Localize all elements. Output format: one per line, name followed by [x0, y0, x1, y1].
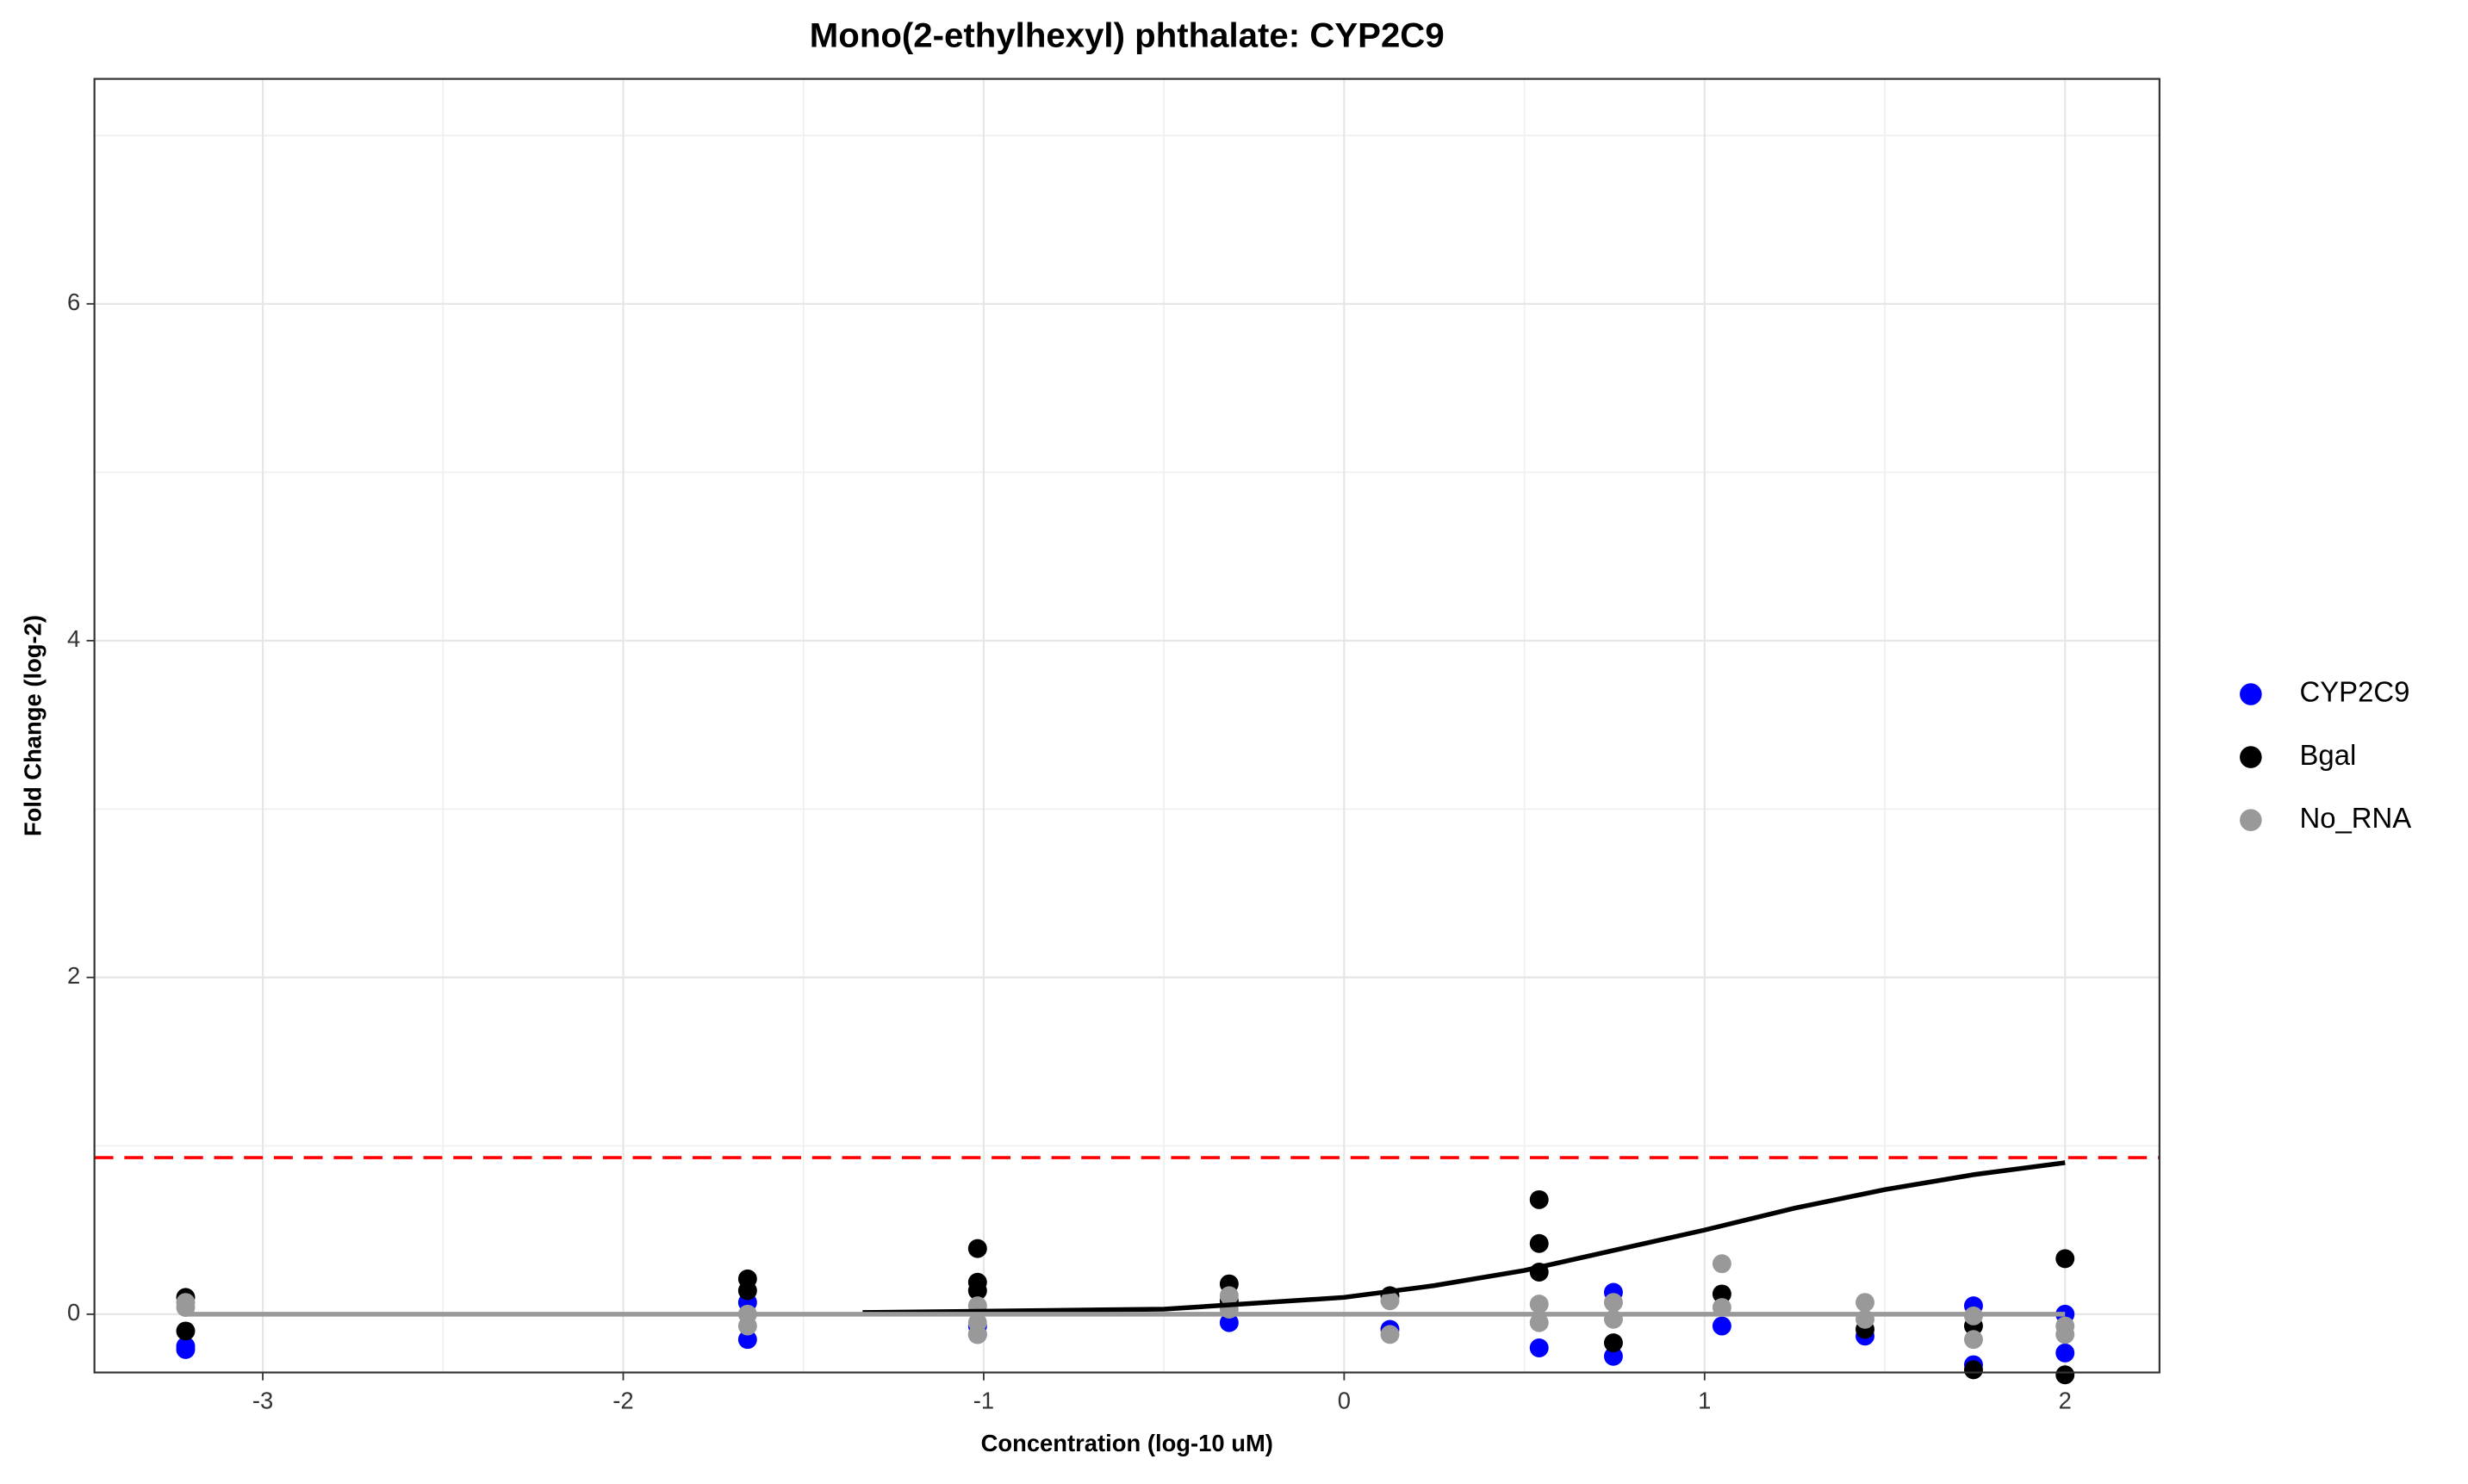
data-point	[1712, 1316, 1731, 1336]
x-tick-label: -2	[612, 1387, 633, 1413]
x-tick-label: -3	[252, 1387, 273, 1413]
x-tick-label: 0	[1338, 1387, 1351, 1413]
data-point	[1603, 1346, 1623, 1366]
data-point	[1529, 1338, 1549, 1357]
legend-marker	[2240, 746, 2262, 768]
data-point	[967, 1281, 987, 1301]
data-point	[1712, 1254, 1731, 1274]
data-point	[737, 1330, 757, 1350]
chart-title: Mono(2-ethylhexyl) phthalate: CYP2C9	[810, 16, 1445, 55]
data-point	[1380, 1325, 1400, 1344]
legend-marker	[2240, 809, 2262, 831]
x-tick-label: 1	[1698, 1387, 1711, 1413]
data-point	[1529, 1295, 1549, 1314]
x-axis-label: Concentration (log-10 uM)	[981, 1430, 1273, 1456]
data-point	[176, 1321, 196, 1341]
data-point	[1529, 1233, 1549, 1253]
y-tick-label: 4	[67, 625, 80, 652]
data-point	[1712, 1284, 1731, 1304]
data-point	[1529, 1189, 1549, 1209]
data-point	[1380, 1291, 1400, 1311]
legend: CYP2C9 Bgal No_RNA	[2240, 676, 2411, 834]
y-tick-label: 6	[67, 289, 80, 315]
data-point	[2055, 1325, 2075, 1344]
y-tick-label: 2	[67, 962, 80, 989]
x-tick-label: 2	[2059, 1387, 2072, 1413]
data-point	[2055, 1365, 2075, 1385]
data-point	[1603, 1293, 1623, 1313]
data-point	[1963, 1330, 1983, 1350]
data-point	[1529, 1313, 1549, 1332]
data-point	[176, 1339, 196, 1359]
data-point	[1603, 1333, 1623, 1353]
y-tick-label: 0	[67, 1299, 80, 1326]
legend-marker	[2240, 683, 2262, 705]
data-point	[1219, 1313, 1239, 1332]
fit-line	[862, 1160, 2066, 1315]
data-point	[1963, 1360, 1983, 1380]
data-point	[737, 1281, 757, 1301]
legend-label: CYP2C9	[2299, 676, 2409, 708]
data-point	[2055, 1343, 2075, 1363]
y-axis-label: Fold Change (log-2)	[19, 615, 46, 836]
data-point	[2055, 1249, 2075, 1269]
data-point	[967, 1325, 987, 1344]
legend-label: No_RNA	[2299, 802, 2411, 834]
panel-border	[93, 78, 2160, 1374]
legend-label: Bgal	[2299, 739, 2356, 771]
data-point	[967, 1239, 987, 1258]
data-point	[1219, 1286, 1239, 1306]
data-point	[1856, 1293, 1874, 1313]
data-point	[737, 1316, 757, 1336]
x-tick-label: -1	[973, 1387, 994, 1413]
